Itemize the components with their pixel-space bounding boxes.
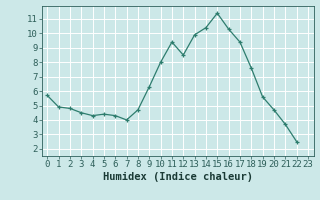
X-axis label: Humidex (Indice chaleur): Humidex (Indice chaleur) <box>103 172 252 182</box>
